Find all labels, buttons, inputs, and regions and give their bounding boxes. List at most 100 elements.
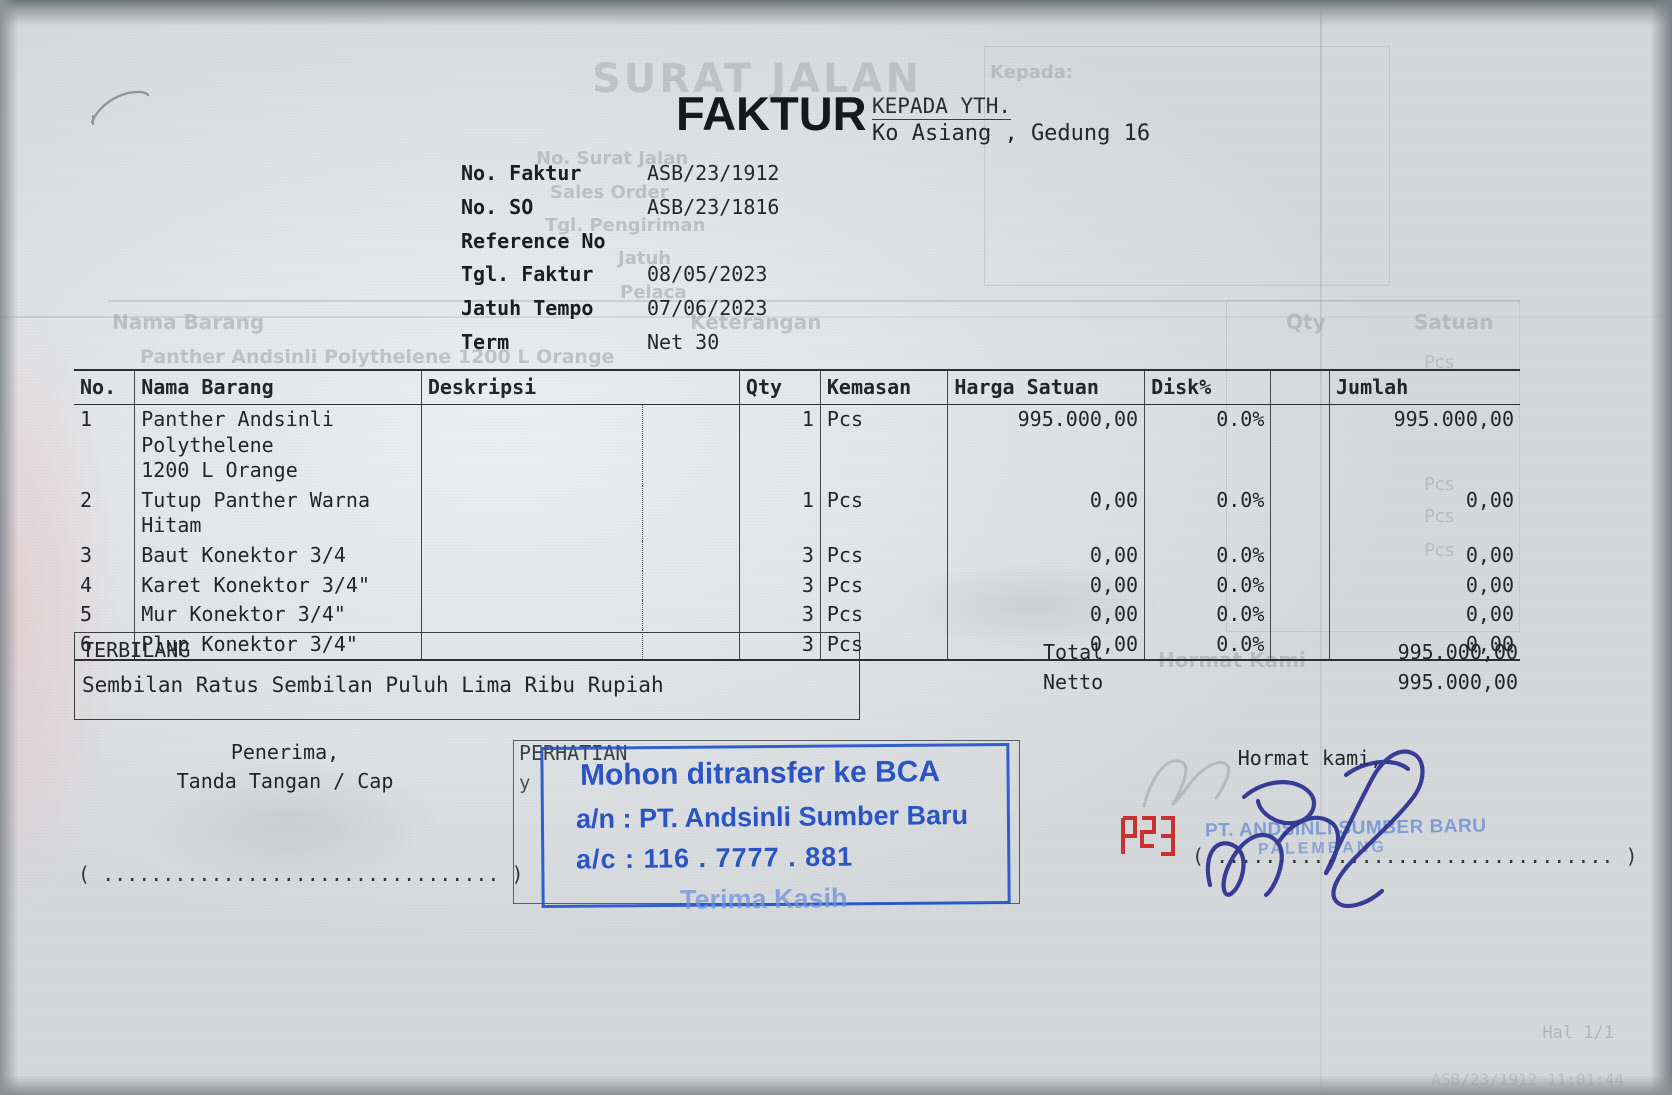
cell-disk: 0.0% <box>1144 570 1272 601</box>
terbilang-text: Sembilan Ratus Sembilan Puluh Lima Ribu … <box>82 673 664 697</box>
cell-jumlah: 0,00 <box>1465 631 1514 656</box>
meta-value-term: Net 30 <box>647 330 720 354</box>
cell-disk: 0.0% <box>1144 600 1272 630</box>
table-row: 5 Mur Konektor 3/4" 3 Pcs 0,00 0.0% 0,00 <box>74 600 1520 630</box>
scan-edge-bottom <box>0 1075 1672 1095</box>
table-row: 6 Plup Konektor 3/4" 3 Pcs 0,00 0.0% 0,0… <box>74 629 1520 661</box>
cell-nama: Tutup Panther Warna Hitam <box>134 485 422 541</box>
cell-kemasan: Pcs <box>820 404 949 486</box>
total-value: 995.000,00 <box>1397 640 1518 664</box>
scan-edge-top <box>0 0 1672 26</box>
perhatian-label: PERHATIAN <box>519 741 628 765</box>
perhatian-box <box>513 740 1020 904</box>
pen-scribble-mark <box>90 90 150 126</box>
cell-no: 5 <box>74 600 136 630</box>
cell-nama: Panther Andsinli Polythelene 1200 L Oran… <box>134 404 422 486</box>
cell-jumlah: 0,00 <box>1465 602 1514 627</box>
table-row: 4 Karet Konektor 3/4" 3 Pcs 0,00 0.0% 0,… <box>74 570 1520 601</box>
penerima-line-1: Penerima, <box>230 740 340 764</box>
handwritten-signature <box>1205 749 1425 909</box>
cell-qty: 3 <box>739 540 821 571</box>
cell-jumlah: 0,00 <box>1465 572 1514 597</box>
column-header-spacer <box>642 369 740 405</box>
netto-label: Netto <box>1043 670 1104 694</box>
cell-gap <box>1270 600 1331 630</box>
table-row: 2 Tutup Panther Warna Hitam 1 Pcs 0,00 0… <box>74 485 1520 541</box>
terbilang-label: TERBILANG <box>82 638 191 662</box>
cell-qty: 3 <box>739 600 821 630</box>
table-header-row: No. Nama Barang Deskripsi Qty Kemasan Ha… <box>74 369 1520 405</box>
meta-value-no-faktur: ASB/23/1912 <box>647 161 780 185</box>
column-header-disk: Disk% <box>1144 369 1272 405</box>
cell-jumlah: 995.000,00 <box>1393 407 1514 431</box>
hormat-kami-signature-dots: ( ................................. ) <box>1192 844 1638 868</box>
meta-value-jatuh-tempo: 07/06/2023 <box>647 296 768 320</box>
cell-spacer <box>642 629 740 661</box>
meta-value-tgl-faktur: 08/05/2023 <box>647 262 768 286</box>
column-header-gap <box>1270 369 1331 405</box>
page-title: FAKTUR <box>676 87 867 140</box>
meta-label-reference-no: Reference No <box>461 229 606 253</box>
pencil-signature-mark <box>1142 759 1231 808</box>
scan-edge-left <box>0 0 18 1095</box>
cell-jumlah: 0,00 <box>1465 487 1514 512</box>
recipient-name: Ko Asiang , Gedung 16 <box>872 121 1151 146</box>
cell-no: 4 <box>74 570 136 601</box>
recipient-label: KEPADA YTH. <box>872 94 1012 120</box>
column-header-kemasan: Kemasan <box>820 369 949 405</box>
netto-value: 995.000,00 <box>1397 670 1518 694</box>
scan-edge-right <box>1650 0 1672 1095</box>
meta-label-jatuh-tempo: Jatuh Tempo <box>461 296 594 320</box>
penerima-signature-dots: ( ................................. ) <box>78 862 524 886</box>
cell-spacer <box>642 600 740 630</box>
cell-kemasan: Pcs <box>820 485 949 541</box>
cell-disk: 0.0% <box>1144 540 1272 571</box>
cell-harga: 0,00 <box>947 540 1146 571</box>
table-row: 1 Panther Andsinli Polythelene 1200 L Or… <box>74 404 1520 486</box>
cell-gap <box>1270 404 1331 486</box>
column-header-jumlah: Jumlah <box>1329 369 1520 405</box>
cell-deskripsi <box>421 485 644 541</box>
cell-harga: 0,00 <box>947 485 1146 541</box>
cell-nama: Baut Konektor 3/4 <box>134 540 422 571</box>
total-label: Total <box>1043 640 1104 664</box>
cell-qty: 3 <box>739 570 821 601</box>
terbilang-box <box>74 632 860 720</box>
cell-deskripsi <box>421 404 644 486</box>
cell-no: 6 <box>74 629 136 661</box>
cell-harga: 0,00 <box>947 600 1146 630</box>
cell-no: 2 <box>74 485 136 541</box>
table-row: 3 Baut Konektor 3/4 3 Pcs 0,00 0.0% 0,00 <box>74 540 1520 571</box>
bca-stamp-line-4: Terima Kasih <box>679 883 848 915</box>
cell-harga: 0,00 <box>947 570 1146 601</box>
company-logo-icon <box>1121 816 1175 856</box>
cell-kemasan: Pcs <box>820 570 949 601</box>
cell-nama: Mur Konektor 3/4" <box>134 600 422 630</box>
penerima-block: Penerima, Tanda Tangan / Cap <box>130 738 440 796</box>
column-header-deskripsi: Deskripsi <box>421 369 643 405</box>
cell-deskripsi <box>421 629 644 661</box>
meta-label-no-faktur: No. Faktur <box>461 161 582 185</box>
penerima-line-2: Tanda Tangan / Cap <box>176 769 394 793</box>
perhatian-sub-text: y <box>519 772 531 794</box>
bca-stamp-line-1: Mohon ditransfer ke BCA <box>579 755 941 792</box>
column-header-harga: Harga Satuan <box>947 369 1146 405</box>
line-items-table: No. Nama Barang Deskripsi Qty Kemasan Ha… <box>74 369 1520 663</box>
cell-gap <box>1270 485 1331 541</box>
cell-harga: 995.000,00 <box>947 404 1146 486</box>
page-number: Hal 1/1 <box>1542 1023 1614 1043</box>
cell-spacer <box>642 404 740 486</box>
cell-gap <box>1270 629 1331 661</box>
cell-spacer <box>642 540 740 571</box>
cell-qty: 1 <box>739 404 821 486</box>
cell-deskripsi <box>421 570 644 601</box>
meta-label-no-so: No. SO <box>461 195 534 219</box>
column-header-nama: Nama Barang <box>134 369 422 405</box>
cell-harga: 0,00 <box>947 629 1146 661</box>
cell-nama: Karet Konektor 3/4" <box>134 570 422 601</box>
cell-nama: Plup Konektor 3/4" <box>134 629 422 661</box>
column-header-qty: Qty <box>739 369 821 405</box>
cell-deskripsi <box>421 540 644 571</box>
